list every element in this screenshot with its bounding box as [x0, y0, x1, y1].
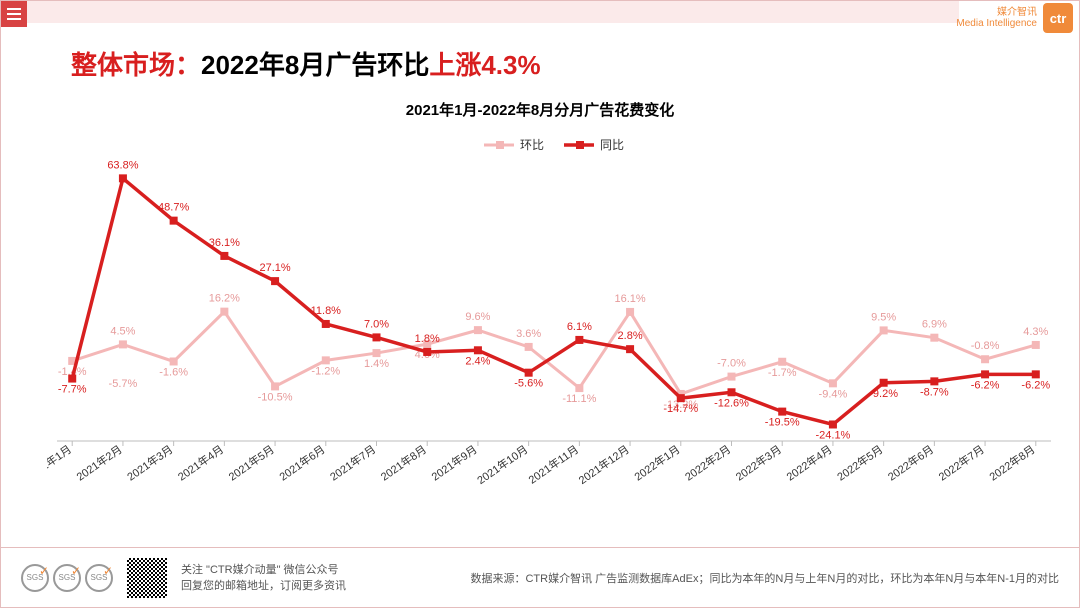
brand-block: 媒介智讯 Media Intelligence ctr	[956, 1, 1079, 35]
svg-text:2021年8月: 2021年8月	[378, 442, 429, 484]
svg-text:2021年5月: 2021年5月	[226, 442, 277, 484]
svg-text:-9.4%: -9.4%	[819, 388, 848, 400]
slide-page: 媒介智讯 Media Intelligence ctr 整体市场：2022年8月…	[0, 0, 1080, 608]
menu-icon[interactable]	[1, 1, 27, 27]
wechat-line2: 回复您的邮箱地址，订阅更多资讯	[181, 578, 346, 594]
chart-subtitle: 2021年1月-2022年8月分月广告花费变化	[1, 99, 1079, 120]
svg-text:36.1%: 36.1%	[209, 237, 240, 249]
title-mid: 2022年8月广告环比	[201, 50, 429, 80]
svg-text:-7.7%: -7.7%	[58, 384, 87, 396]
svg-text:-1.2%: -1.2%	[311, 365, 340, 377]
svg-text:4.3%: 4.3%	[1023, 326, 1048, 338]
svg-text:-0.8%: -0.8%	[971, 340, 1000, 352]
svg-text:6.9%: 6.9%	[922, 319, 947, 331]
svg-text:-14.7%: -14.7%	[663, 403, 698, 415]
svg-text:9.6%: 9.6%	[465, 311, 490, 323]
svg-text:6.1%: 6.1%	[567, 321, 592, 333]
svg-text:2022年2月: 2022年2月	[682, 442, 733, 484]
top-stripe	[27, 1, 959, 23]
svg-text:2021年1月: 2021年1月	[47, 442, 74, 484]
line-chart: 2021年1月2021年2月2021年3月2021年4月2021年5月2021年…	[47, 131, 1061, 511]
svg-text:2021年9月: 2021年9月	[429, 442, 480, 484]
svg-text:2021年11月: 2021年11月	[526, 442, 581, 487]
svg-text:2022年3月: 2022年3月	[733, 442, 784, 484]
svg-text:-11.1%: -11.1%	[562, 393, 596, 405]
svg-text:-9.2%: -9.2%	[869, 388, 898, 400]
svg-text:9.5%: 9.5%	[871, 311, 896, 323]
brand-logo: ctr	[1043, 3, 1073, 33]
brand-text: 媒介智讯 Media Intelligence	[956, 7, 1037, 29]
svg-text:2.4%: 2.4%	[465, 355, 490, 367]
svg-text:2022年7月: 2022年7月	[936, 442, 987, 484]
qr-code	[127, 558, 167, 598]
svg-text:2022年6月: 2022年6月	[885, 442, 936, 484]
svg-text:-5.7%: -5.7%	[109, 378, 138, 390]
svg-text:1.8%: 1.8%	[415, 333, 440, 345]
svg-text:-8.7%: -8.7%	[920, 386, 949, 398]
svg-text:63.8%: 63.8%	[107, 159, 138, 171]
page-title: 整体市场：2022年8月广告环比上涨4.3%	[71, 45, 541, 82]
svg-text:-24.1%: -24.1%	[815, 429, 850, 441]
footer: SGS SGS SGS 关注 "CTR媒介动量" 微信公众号 回复您的邮箱地址，…	[1, 547, 1079, 607]
svg-text:2021年7月: 2021年7月	[327, 442, 378, 484]
svg-text:2021年2月: 2021年2月	[74, 442, 125, 484]
brand-cn: 媒介智讯	[956, 7, 1037, 18]
svg-text:2022年8月: 2022年8月	[986, 442, 1037, 484]
svg-text:11.8%: 11.8%	[311, 305, 342, 317]
svg-text:2022年5月: 2022年5月	[834, 442, 885, 484]
svg-text:2021年6月: 2021年6月	[276, 442, 327, 484]
svg-text:2021年10月: 2021年10月	[474, 442, 530, 487]
sgs-badge: SGS	[21, 564, 49, 592]
svg-text:7.0%: 7.0%	[364, 318, 389, 330]
svg-text:2021年12月: 2021年12月	[576, 442, 632, 487]
svg-text:环比: 环比	[520, 138, 544, 152]
footer-source: 数据来源：CTR媒介智讯 广告监测数据库AdEx；同比为本年的N月与上年N月的对…	[470, 570, 1059, 586]
svg-text:2021年4月: 2021年4月	[175, 442, 226, 484]
svg-text:同比: 同比	[600, 138, 624, 152]
chart-container: 2021年1月2021年2月2021年3月2021年4月2021年5月2021年…	[47, 131, 1059, 511]
sgs-badge: SGS	[53, 564, 81, 592]
svg-text:2021年3月: 2021年3月	[124, 442, 175, 484]
svg-text:48.7%: 48.7%	[158, 202, 189, 214]
svg-text:-1.7%: -1.7%	[768, 367, 797, 379]
footer-wechat: 关注 "CTR媒介动量" 微信公众号 回复您的邮箱地址，订阅更多资讯	[181, 562, 346, 594]
brand-en: Media Intelligence	[956, 18, 1037, 29]
svg-text:2.8%: 2.8%	[618, 330, 643, 342]
svg-text:16.1%: 16.1%	[614, 293, 645, 305]
svg-text:4.5%: 4.5%	[110, 325, 135, 337]
title-suffix: 上涨4.3%	[429, 50, 540, 80]
svg-text:1.4%: 1.4%	[364, 358, 389, 370]
svg-text:2022年4月: 2022年4月	[784, 442, 835, 484]
svg-text:-7.0%: -7.0%	[717, 358, 746, 370]
svg-text:2022年1月: 2022年1月	[631, 442, 682, 484]
svg-text:16.2%: 16.2%	[209, 293, 240, 305]
title-prefix: 整体市场：	[71, 50, 201, 80]
svg-text:-5.6%: -5.6%	[514, 378, 543, 390]
svg-text:-1.6%: -1.6%	[159, 366, 188, 378]
sgs-badge: SGS	[85, 564, 113, 592]
svg-text:-6.2%: -6.2%	[971, 379, 1000, 391]
svg-text:3.6%: 3.6%	[516, 328, 541, 340]
svg-text:27.1%: 27.1%	[259, 262, 290, 274]
svg-text:-12.6%: -12.6%	[714, 397, 749, 409]
wechat-line1: 关注 "CTR媒介动量" 微信公众号	[181, 562, 346, 578]
sgs-badges: SGS SGS SGS	[21, 564, 113, 592]
svg-text:-19.5%: -19.5%	[765, 417, 800, 429]
svg-text:-6.2%: -6.2%	[1021, 379, 1050, 391]
svg-text:-10.5%: -10.5%	[258, 391, 293, 403]
